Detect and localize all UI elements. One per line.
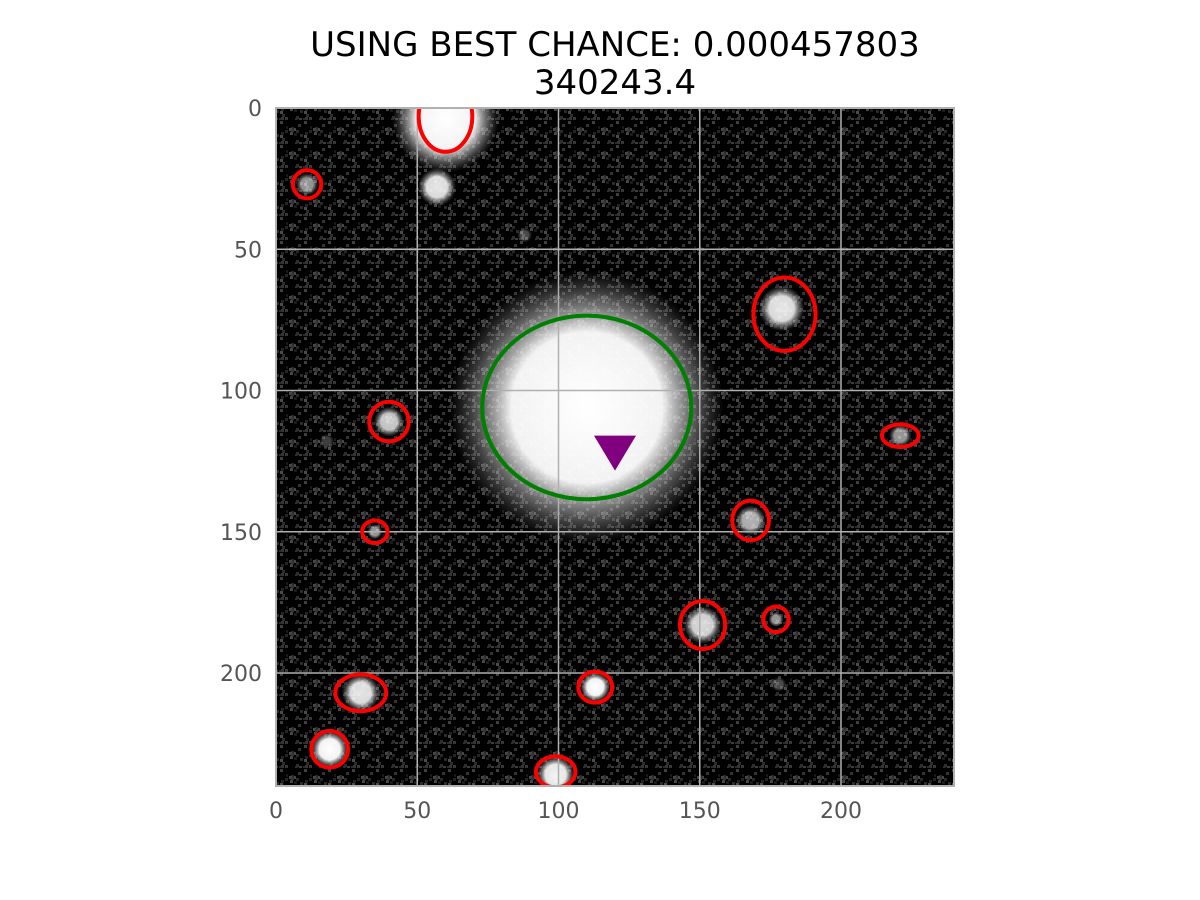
bright-source-13 [310, 730, 349, 769]
y-tick-label-1: 50 [234, 238, 262, 263]
bright-source-1 [392, 108, 499, 173]
marker-layer [594, 435, 636, 471]
chart-subtitle: 340243.4 [533, 63, 697, 103]
bright-source-11 [341, 673, 380, 712]
x-tick-label-2: 100 [538, 799, 580, 824]
y-tick-label-4: 200 [220, 662, 262, 687]
source-ellipse-0 [416, 108, 475, 154]
source-ellipse-4 [879, 422, 921, 450]
bright-source-6 [888, 424, 912, 448]
chart-title: USING BEST CHANCE: 0.000457803 [310, 25, 920, 65]
bright-source-15 [516, 227, 533, 243]
bright-source-5 [373, 406, 405, 437]
x-tick-label-1: 50 [403, 799, 431, 824]
plot-frame [275, 107, 955, 787]
source-ellipse-11 [309, 728, 351, 770]
x-tick-labels: 0 50 100 150 200 [269, 799, 862, 824]
source-ellipse-5 [730, 498, 771, 543]
x-tick-label-0: 0 [269, 799, 283, 824]
source-ellipse-6 [360, 518, 390, 546]
source-ellipse-1 [290, 168, 324, 201]
bright-source-9 [683, 605, 722, 645]
bright-source-7 [735, 505, 766, 536]
x-tick-label-4: 200 [820, 799, 862, 824]
bright-source-17 [319, 433, 335, 449]
bright-source-12 [579, 671, 611, 703]
source-ellipse-8 [761, 604, 791, 635]
host-ellipse [480, 313, 694, 502]
plot-axes [275, 107, 955, 787]
bright-source-3 [295, 172, 319, 196]
y-tick-labels: 0 50 100 150 200 [220, 97, 262, 687]
sky-image [276, 108, 954, 786]
source-ellipses [290, 108, 921, 786]
y-tick-label-2: 100 [220, 380, 262, 405]
x-tick-label-3: 150 [679, 799, 721, 824]
source-ellipse-7 [677, 598, 728, 651]
source-ellipse-3 [367, 399, 411, 444]
bright-source-2 [417, 168, 457, 207]
y-tick-label-3: 150 [220, 521, 262, 546]
source-ellipse-2 [751, 275, 818, 353]
marker-triangle [594, 435, 636, 471]
bright-source-0 [449, 270, 725, 545]
source-ellipse-10 [576, 669, 615, 705]
bright-source-10 [768, 611, 784, 627]
source-ellipse-9 [333, 672, 389, 714]
bright-source-4 [758, 285, 805, 332]
y-tick-label-0: 0 [248, 97, 262, 122]
bright-source-14 [536, 755, 575, 786]
bright-source-16 [771, 676, 787, 692]
source-ellipse-12 [533, 754, 578, 786]
